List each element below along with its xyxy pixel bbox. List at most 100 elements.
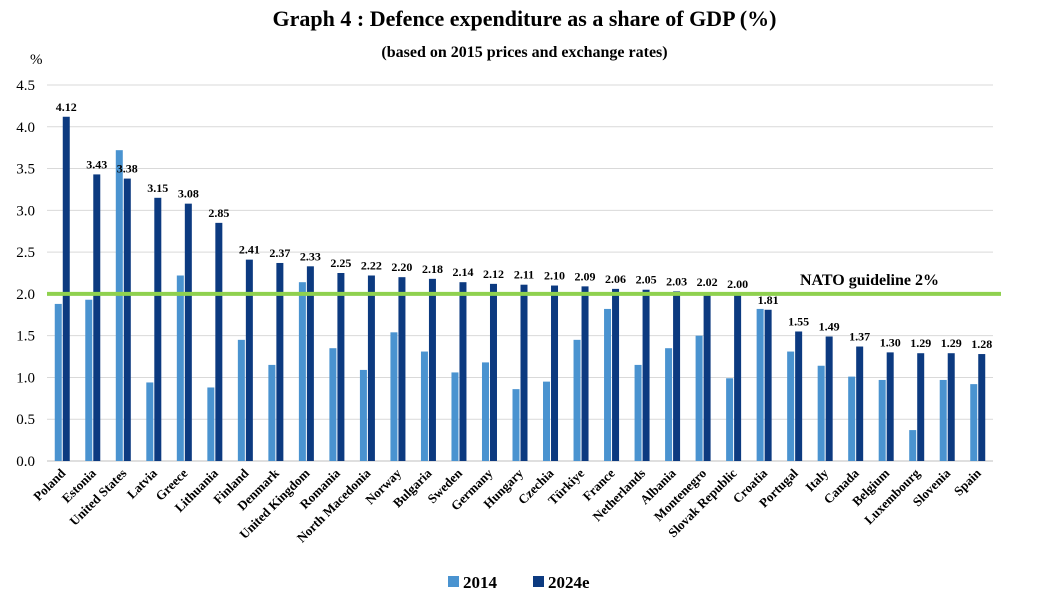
bar-2024e: [856, 346, 864, 461]
bar-2024e: [489, 283, 497, 461]
data-label-2024e: 2.25: [330, 256, 351, 270]
data-label-2024e: 3.15: [147, 181, 168, 195]
data-label-2024e: 1.37: [849, 330, 870, 344]
bar-2024e: [245, 259, 253, 461]
y-tick-label: 3.0: [16, 203, 35, 219]
data-label-2024e: 2.09: [575, 269, 596, 283]
bar-2014: [268, 364, 276, 461]
bar-2014: [420, 351, 428, 461]
bar-2014: [878, 379, 886, 461]
bar-2024e: [154, 197, 162, 462]
y-tick-label: 2.0: [16, 287, 35, 303]
legend-label-2014: 2014: [463, 573, 497, 592]
bar-2024e: [367, 275, 375, 461]
bar-2024e: [276, 262, 284, 461]
nato-guideline-label: NATO guideline 2%: [800, 272, 939, 289]
data-label-2024e: 2.14: [452, 265, 473, 279]
data-label-2024e: 1.29: [910, 336, 931, 350]
data-label-2024e: 2.41: [239, 243, 260, 257]
data-label-2024e: 1.49: [819, 320, 840, 334]
data-label-2024e: 2.00: [727, 277, 748, 291]
bar-2014: [207, 387, 215, 461]
bar-2024e: [184, 203, 192, 461]
data-label-2024e: 3.38: [117, 162, 138, 176]
bar-2014: [726, 378, 734, 461]
bar-2024e: [886, 352, 894, 461]
bar-2014: [848, 376, 856, 461]
bar-2014: [85, 299, 93, 461]
bar-2024e: [581, 286, 589, 461]
bar-2024e: [612, 288, 620, 461]
data-label-2024e: 1.55: [788, 314, 809, 328]
bar-2014: [695, 335, 703, 461]
bar-2014: [146, 382, 154, 461]
bar-2024e: [520, 284, 528, 461]
data-label-2024e: 4.12: [56, 100, 77, 114]
bar-2014: [604, 308, 612, 461]
bar-2014: [573, 339, 581, 461]
bar-2014: [817, 365, 825, 461]
data-label-2024e: 1.81: [758, 293, 779, 307]
bar-2024e: [703, 292, 711, 461]
chart-title: Graph 4 : Defence expenditure as a share…: [272, 6, 777, 31]
bar-2014: [176, 275, 184, 461]
bar-2014: [359, 369, 367, 461]
y-tick-label: 2.5: [16, 245, 35, 261]
x-tick-label: Spain: [951, 465, 985, 499]
y-tick-label: 3.5: [16, 162, 35, 178]
data-label-2024e: 2.02: [697, 275, 718, 289]
data-label-2024e: 2.33: [300, 249, 321, 263]
bar-2024e: [306, 266, 314, 461]
bar-2024e: [551, 285, 559, 461]
data-label-2024e: 2.22: [361, 259, 382, 273]
chart-subtitle: (based on 2015 prices and exchange rates…: [381, 44, 668, 61]
bar-2014: [939, 379, 947, 461]
data-label-2024e: 1.29: [941, 336, 962, 350]
data-label-2024e: 2.10: [544, 269, 565, 283]
y-tick-label: 1.0: [16, 370, 35, 386]
y-tick-label: 0.5: [16, 412, 35, 428]
bar-2014: [298, 282, 306, 461]
bar-2024e: [825, 336, 833, 461]
data-label-2024e: 2.20: [391, 260, 412, 274]
data-label-2024e: 1.30: [880, 335, 901, 349]
bar-2024e: [123, 178, 131, 462]
data-label-2024e: 2.85: [208, 206, 229, 220]
bar-2014: [512, 389, 520, 461]
data-label-2024e: 2.18: [422, 262, 443, 276]
data-label-2024e: 2.12: [483, 267, 504, 281]
bar-2014: [451, 372, 459, 461]
bar-2014: [756, 308, 764, 461]
data-label-2024e: 1.28: [971, 337, 992, 351]
bar-2024e: [62, 116, 70, 462]
y-tick-label: 4.0: [16, 120, 35, 136]
bar-2024e: [428, 278, 436, 461]
data-label-2024e: 2.11: [514, 268, 534, 282]
bar-2014: [909, 430, 917, 461]
bar-2024e: [947, 353, 955, 461]
data-label-2024e: 3.08: [178, 187, 199, 201]
bar-2024e: [459, 282, 467, 461]
bar-2014: [543, 381, 551, 461]
bar-2024e: [673, 291, 681, 461]
y-tick-label: 1.5: [16, 329, 35, 345]
bar-2024e: [642, 289, 650, 461]
data-label-2024e: 2.05: [636, 273, 657, 287]
bar-2014: [634, 364, 642, 461]
bar-2024e: [215, 222, 223, 461]
y-tick-label: 0.0: [16, 454, 35, 470]
y-axis-unit: %: [30, 52, 43, 68]
bar-2014: [54, 303, 62, 461]
bar-2014: [665, 348, 673, 461]
bar-2024e: [917, 353, 925, 461]
bar-2024e: [734, 293, 742, 461]
bar-2014: [390, 332, 398, 461]
data-label-2024e: 2.37: [269, 246, 290, 260]
bar-2014: [970, 384, 978, 461]
y-tick-label: 4.5: [16, 78, 35, 94]
bar-2024e: [398, 277, 406, 461]
bar-2024e: [795, 331, 803, 461]
bar-2014: [329, 348, 337, 461]
